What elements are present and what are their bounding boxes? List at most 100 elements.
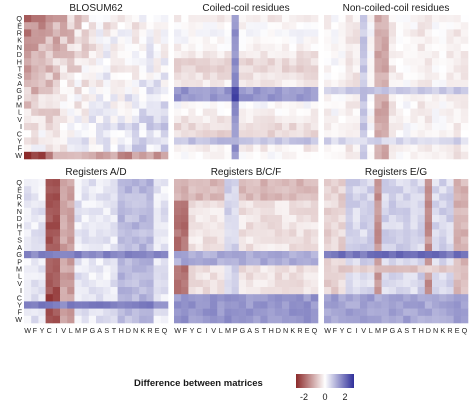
heatmap-cell — [132, 215, 140, 223]
heatmap-cell — [417, 229, 426, 237]
heatmap-cell — [432, 123, 440, 131]
heatmap-cell — [381, 43, 390, 52]
heatmap-cell — [432, 101, 440, 109]
heatmap-cell — [246, 301, 254, 309]
heatmap-cell — [381, 123, 390, 131]
heatmap-cell — [260, 222, 268, 230]
heatmap-cell — [253, 207, 261, 216]
heatmap-cell — [160, 200, 169, 209]
heatmap-cell — [432, 229, 440, 237]
heatmap-cell — [181, 29, 189, 37]
heatmap-cell — [253, 279, 261, 288]
heatmap-cell — [146, 72, 154, 81]
heatmap-cell — [24, 58, 32, 66]
heatmap-cell — [153, 179, 162, 187]
heatmap-cell — [338, 215, 346, 223]
heatmap-cell — [96, 51, 104, 59]
heatmap-cell — [88, 215, 97, 223]
heatmap-cell — [439, 22, 447, 30]
heatmap-cell — [396, 265, 404, 273]
heatmap-cell — [410, 258, 418, 266]
heatmap-cell — [324, 258, 332, 266]
heatmap-cell — [296, 272, 304, 281]
heatmap-cell — [188, 43, 196, 52]
heatmap-cell — [345, 243, 354, 252]
heatmap-cell — [195, 258, 204, 266]
heatmap-cell — [303, 200, 312, 209]
row-label: S — [17, 72, 22, 81]
heatmap-cell — [88, 115, 97, 124]
heatmap-cell — [38, 94, 46, 102]
heatmap-cell — [303, 72, 312, 81]
heatmap-cell — [146, 287, 154, 295]
heatmap-cell — [81, 258, 90, 266]
heatmap-cell — [331, 215, 339, 223]
heatmap-cell — [403, 43, 411, 52]
column-label: A — [97, 326, 102, 335]
heatmap-cell — [388, 222, 397, 230]
heatmap-cell — [439, 43, 447, 52]
heatmap-cell — [289, 130, 297, 138]
heatmap-cell — [432, 272, 440, 281]
heatmap-cell — [60, 200, 68, 209]
heatmap-cell — [31, 87, 39, 95]
heatmap-cell — [446, 315, 454, 324]
column-label: L — [369, 326, 373, 335]
heatmap-cell — [274, 200, 283, 209]
heatmap-cell — [117, 65, 126, 73]
heatmap-cell — [117, 315, 126, 324]
heatmap-cell — [267, 258, 276, 266]
heatmap-cell — [24, 207, 32, 216]
heatmap-cell — [345, 207, 354, 216]
heatmap-cell — [132, 301, 140, 309]
heatmap-cell — [160, 130, 169, 138]
heatmap-cell — [331, 87, 339, 95]
heatmap-cell — [446, 108, 454, 117]
heatmap-cell — [110, 222, 118, 230]
heatmap-cell — [453, 279, 462, 288]
heatmap-cell — [174, 287, 182, 295]
heatmap-cell — [217, 144, 225, 153]
heatmap-cell — [188, 51, 196, 59]
heatmap-cell — [88, 229, 97, 237]
heatmap-cell — [117, 236, 126, 245]
heatmap-cell — [310, 79, 319, 88]
column-label: C — [197, 326, 202, 335]
heatmap-cell — [446, 251, 454, 259]
heatmap-cell — [260, 279, 268, 288]
row-label: N — [17, 207, 22, 216]
heatmap-cell — [338, 72, 346, 81]
heatmap-cell — [139, 87, 147, 95]
heatmap-cell — [381, 36, 390, 45]
heatmap-cell — [324, 29, 332, 37]
heatmap-cell — [132, 265, 140, 273]
heatmap-cell — [238, 123, 247, 131]
heatmap-cell — [202, 236, 211, 245]
heatmap-cell — [338, 193, 346, 201]
heatmap-cell — [238, 22, 247, 30]
heatmap-cell — [103, 79, 111, 88]
heatmap-cell — [331, 144, 339, 153]
heatmap-cell — [260, 43, 268, 52]
heatmap-cell — [424, 79, 433, 88]
heatmap-cell — [195, 15, 204, 23]
heatmap-cell — [67, 315, 75, 324]
heatmap-cell — [31, 15, 39, 23]
heatmap-cell — [124, 144, 133, 153]
heatmap-cell — [202, 151, 211, 160]
heatmap-cell — [303, 22, 312, 30]
heatmap-cell — [24, 15, 32, 23]
column-label: H — [119, 326, 124, 335]
heatmap-cell — [410, 308, 418, 317]
heatmap-cell — [146, 243, 154, 252]
heatmap-cell — [460, 108, 469, 117]
heatmap-cell — [396, 272, 404, 281]
heatmap-cell — [432, 200, 440, 209]
heatmap-cell — [360, 272, 368, 281]
heatmap-cell — [403, 215, 411, 223]
heatmap-cell — [360, 308, 368, 317]
heatmap-cell — [331, 279, 339, 288]
heatmap-cell — [67, 72, 75, 81]
heatmap-cell — [267, 279, 276, 288]
heatmap-cell — [210, 43, 218, 52]
